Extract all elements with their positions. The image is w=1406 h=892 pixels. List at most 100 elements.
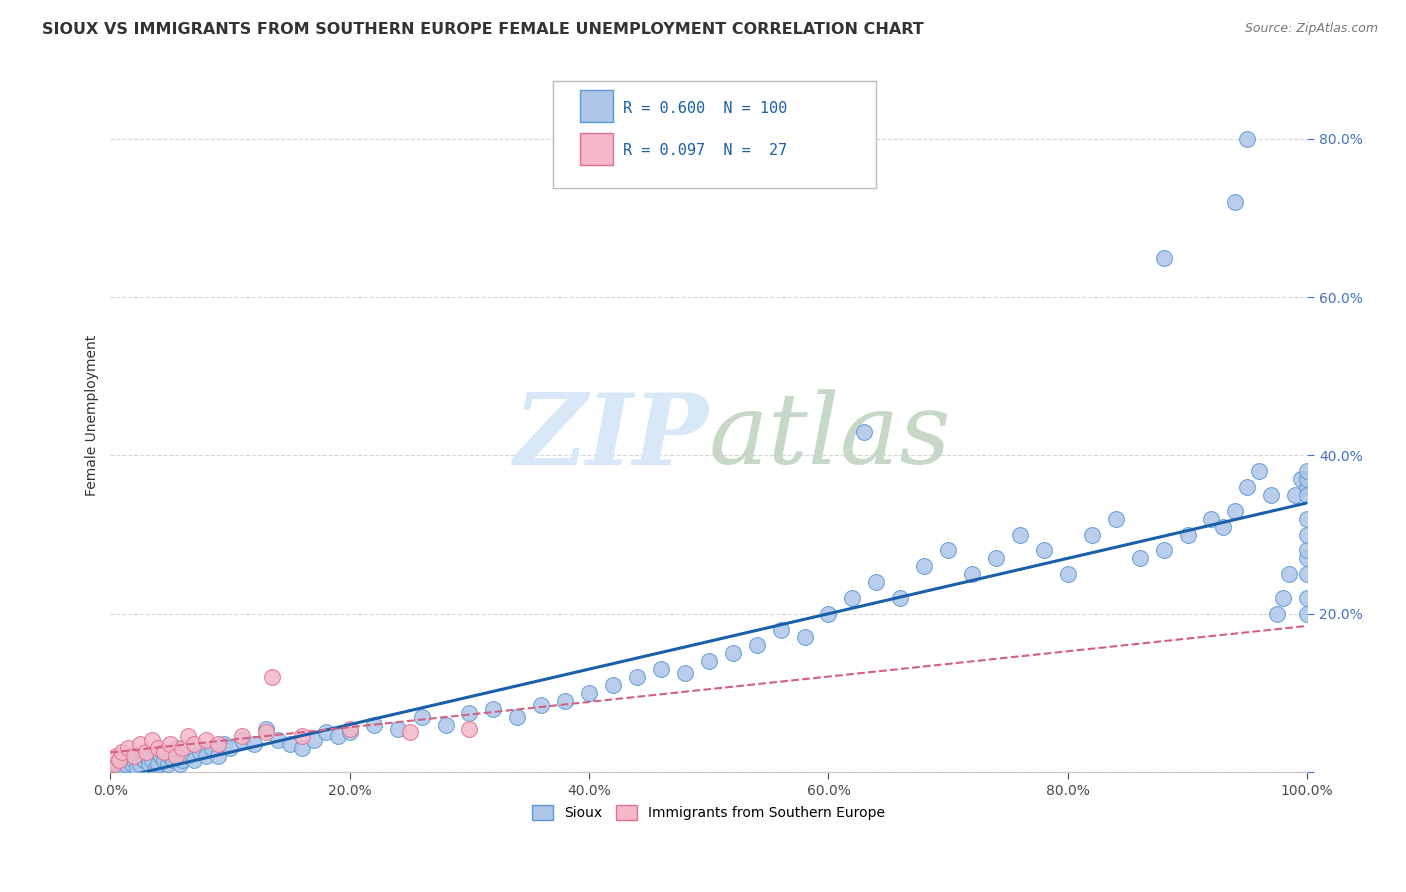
- Point: [278, 737, 301, 751]
- Point: [530, 698, 553, 712]
- Point: [1296, 488, 1319, 502]
- Point: [1296, 567, 1319, 582]
- Legend: Sioux, Immigrants from Southern Europe: Sioux, Immigrants from Southern Europe: [527, 800, 891, 826]
- Point: [697, 654, 720, 668]
- Point: [145, 761, 167, 775]
- Point: [111, 761, 134, 775]
- Point: [339, 725, 361, 739]
- Point: [960, 567, 983, 582]
- Point: [103, 761, 125, 775]
- Point: [458, 722, 481, 736]
- Point: [841, 591, 863, 605]
- Point: [1056, 567, 1078, 582]
- FancyBboxPatch shape: [579, 133, 613, 165]
- Point: [458, 706, 481, 720]
- Point: [1272, 591, 1295, 605]
- Point: [865, 575, 887, 590]
- Point: [1289, 472, 1312, 486]
- Point: [159, 737, 181, 751]
- Point: [141, 753, 163, 767]
- Point: [1153, 251, 1175, 265]
- Point: [177, 749, 200, 764]
- Point: [326, 730, 349, 744]
- Point: [1296, 527, 1319, 541]
- Point: [207, 737, 229, 751]
- Point: [231, 730, 253, 744]
- Point: [121, 757, 143, 772]
- Point: [506, 709, 529, 723]
- Text: R = 0.600  N = 100: R = 0.600 N = 100: [623, 101, 787, 116]
- Point: [129, 757, 152, 772]
- Point: [124, 753, 146, 767]
- Point: [1105, 512, 1128, 526]
- Point: [129, 737, 152, 751]
- Point: [721, 646, 744, 660]
- Point: [793, 631, 815, 645]
- Point: [138, 757, 160, 772]
- Point: [260, 670, 283, 684]
- Point: [132, 753, 155, 767]
- Point: [159, 749, 181, 764]
- Point: [1177, 527, 1199, 541]
- Point: [554, 694, 576, 708]
- Point: [1296, 472, 1319, 486]
- Point: [1153, 543, 1175, 558]
- Point: [188, 745, 211, 759]
- Point: [1032, 543, 1054, 558]
- Point: [212, 737, 235, 751]
- Point: [103, 757, 125, 772]
- Point: [602, 678, 624, 692]
- Point: [124, 749, 146, 764]
- Point: [1260, 488, 1282, 502]
- Y-axis label: Female Unemployment: Female Unemployment: [86, 335, 100, 497]
- Point: [291, 741, 314, 756]
- Point: [1081, 527, 1104, 541]
- Point: [267, 733, 290, 747]
- Point: [1236, 132, 1258, 146]
- Point: [107, 761, 129, 775]
- Point: [105, 749, 128, 764]
- Point: [1008, 527, 1031, 541]
- Text: R = 0.097  N =  27: R = 0.097 N = 27: [623, 144, 787, 158]
- Point: [219, 741, 242, 756]
- Point: [162, 753, 184, 767]
- Point: [183, 737, 205, 751]
- Point: [149, 749, 172, 764]
- Point: [769, 623, 792, 637]
- Point: [1212, 519, 1234, 533]
- Text: ZIP: ZIP: [513, 389, 709, 485]
- Point: [1296, 480, 1319, 494]
- Point: [1278, 567, 1301, 582]
- Point: [117, 749, 139, 764]
- Point: [1296, 543, 1319, 558]
- Point: [745, 639, 768, 653]
- Point: [108, 753, 131, 767]
- Point: [183, 753, 205, 767]
- Point: [650, 662, 672, 676]
- Point: [254, 722, 277, 736]
- Point: [889, 591, 911, 605]
- FancyBboxPatch shape: [579, 90, 613, 122]
- Point: [153, 745, 176, 759]
- Point: [1296, 551, 1319, 566]
- Point: [125, 761, 148, 775]
- Point: [195, 733, 218, 747]
- Point: [411, 709, 433, 723]
- FancyBboxPatch shape: [553, 81, 876, 188]
- Point: [107, 753, 129, 767]
- Point: [135, 749, 157, 764]
- Point: [156, 757, 179, 772]
- Point: [148, 757, 170, 772]
- Point: [434, 717, 457, 731]
- Point: [111, 745, 134, 759]
- Point: [1225, 504, 1247, 518]
- Text: atlas: atlas: [709, 390, 952, 485]
- Point: [1296, 464, 1319, 478]
- Point: [254, 725, 277, 739]
- Point: [135, 745, 157, 759]
- Point: [387, 722, 409, 736]
- Point: [315, 725, 337, 739]
- Point: [1296, 512, 1319, 526]
- Point: [302, 733, 325, 747]
- Point: [172, 741, 194, 756]
